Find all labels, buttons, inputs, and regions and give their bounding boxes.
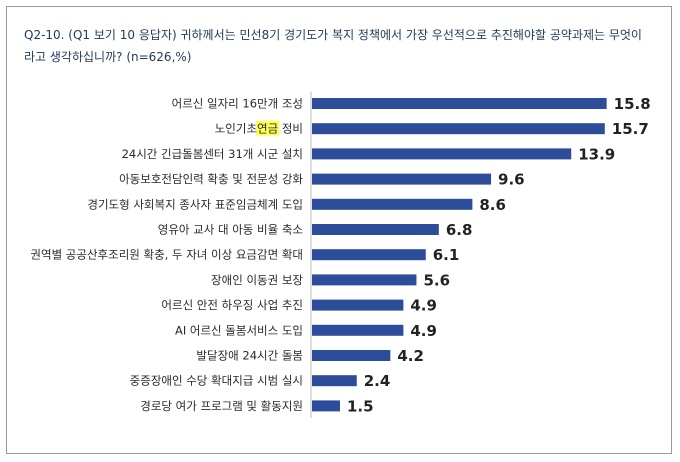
category-label: 어르신 일자리 16만개 조성	[172, 97, 303, 111]
bar	[312, 98, 607, 109]
question-title: Q2-10. (Q1 보기 10 응답자) 귀하께서는 민선8기 경기도가 복지…	[24, 28, 642, 64]
category-label: 24시간 긴급돌봄센터 31개 시군 설치	[122, 147, 303, 161]
bar	[312, 173, 492, 185]
bar	[312, 375, 357, 387]
bar	[312, 324, 404, 336]
category-label: AI 어르신 돌봄서비스 도입	[175, 323, 303, 337]
bar	[312, 123, 605, 135]
value-label: 15.8	[614, 95, 651, 113]
category-label: 아동보호전담인력 확충 및 전문성 강화	[119, 172, 303, 186]
value-label: 6.8	[446, 221, 473, 239]
text-highlight	[256, 120, 280, 136]
bar	[312, 148, 572, 160]
value-label: 15.7	[612, 120, 649, 138]
category-label: 경기도형 사회복지 종사자 표준임금체계 도입	[87, 197, 303, 211]
category-label: 장애인 이동권 보장	[211, 273, 303, 287]
bar	[312, 299, 404, 311]
value-label: 4.9	[410, 322, 437, 340]
category-label: 중증장애인 수당 확대지급 시범 실시	[130, 374, 303, 388]
category-label: 경로당 여가 프로그램 및 활동지원	[140, 399, 303, 413]
bar	[312, 274, 417, 286]
value-label: 5.6	[423, 271, 450, 289]
value-label: 6.1	[433, 246, 460, 264]
value-label: 13.9	[578, 145, 615, 163]
category-label: 어르신 안전 하우징 사업 추진	[161, 298, 303, 312]
category-label: 영유아 교사 대 아동 비율 축소	[158, 223, 303, 237]
category-label: 노인기초연금 정비	[215, 122, 303, 136]
category-label: 발달장애 24시간 돌봄	[196, 349, 303, 363]
value-label: 2.4	[364, 372, 391, 390]
category-label: 권역별 공공산후조리원 확충, 두 자녀 이상 요금감면 확대	[30, 248, 303, 262]
bar	[312, 224, 439, 235]
value-label: 9.6	[498, 171, 525, 189]
bar	[312, 350, 391, 361]
bar	[312, 400, 340, 412]
value-label: 4.2	[397, 347, 424, 365]
value-label: 1.5	[347, 397, 374, 415]
bar	[312, 249, 426, 261]
value-label: 4.9	[410, 297, 437, 315]
value-label: 8.6	[479, 196, 506, 214]
bar	[312, 198, 473, 210]
